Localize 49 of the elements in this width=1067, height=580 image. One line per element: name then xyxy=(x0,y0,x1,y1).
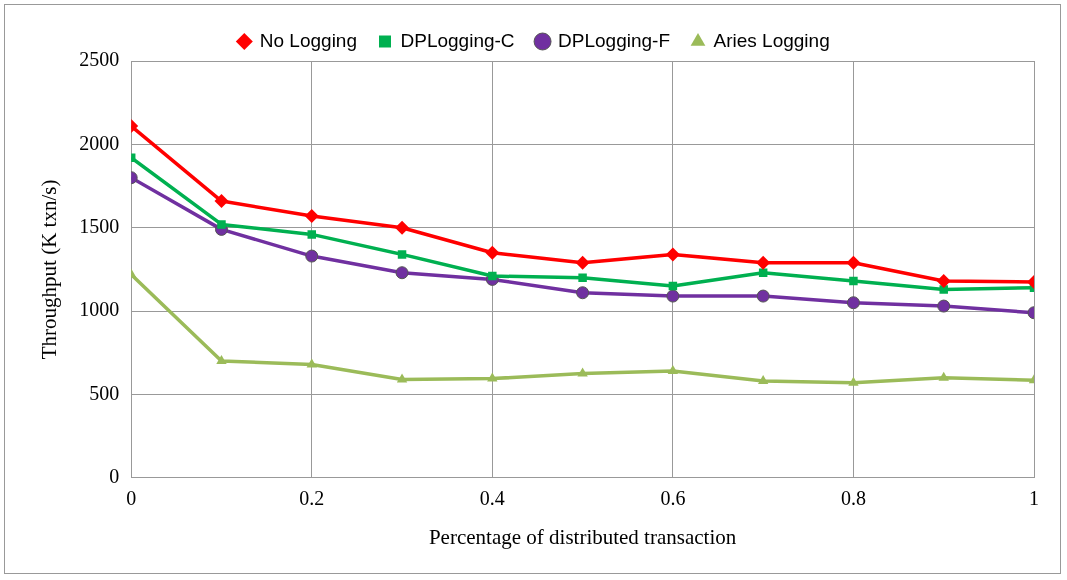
point xyxy=(937,299,951,313)
x-tick-label: 0.6 xyxy=(660,487,686,510)
y-tick-label: 0 xyxy=(109,465,120,488)
point xyxy=(485,245,500,260)
point xyxy=(758,268,768,277)
point xyxy=(938,371,949,381)
point xyxy=(214,194,229,209)
point xyxy=(396,373,408,383)
y-tick-label: 2000 xyxy=(79,131,120,154)
x-tick-label: 0.8 xyxy=(840,487,866,510)
point xyxy=(395,266,409,280)
legend-label: DPLogging-F xyxy=(558,29,671,51)
point xyxy=(216,355,227,365)
point xyxy=(756,289,770,303)
legend-label: No Logging xyxy=(259,29,358,51)
point xyxy=(846,296,860,310)
point xyxy=(757,375,769,385)
x-axis-title: Percentage of distributed transaction xyxy=(428,524,737,549)
point xyxy=(665,247,680,262)
y-tick-label: 2500 xyxy=(79,48,120,71)
legend-label: Aries Logging xyxy=(713,29,830,51)
point xyxy=(846,255,861,270)
point xyxy=(307,230,316,239)
point xyxy=(666,289,680,303)
point xyxy=(575,255,590,270)
point xyxy=(577,367,588,377)
y-tick-label: 500 xyxy=(89,381,120,404)
point xyxy=(397,250,407,259)
point xyxy=(848,376,859,386)
point xyxy=(936,274,951,289)
point xyxy=(578,273,587,282)
y-tick-label: 1000 xyxy=(79,298,120,321)
y-tick-label: 1500 xyxy=(79,214,120,237)
point xyxy=(487,372,498,382)
point xyxy=(217,220,226,229)
legend-label: DPLogging-C xyxy=(400,29,515,51)
x-tick-label: 0.2 xyxy=(299,487,325,510)
point xyxy=(756,255,771,270)
point xyxy=(488,271,497,281)
x-tick-label: 0.4 xyxy=(479,487,505,510)
x-tick-label: 1 xyxy=(1029,487,1039,510)
point xyxy=(304,209,319,224)
point xyxy=(849,276,858,286)
point xyxy=(395,220,410,235)
y-axis-title: Throughput (K txn/s) xyxy=(37,179,62,360)
point xyxy=(576,286,590,300)
x-tick-label: 0 xyxy=(126,487,137,510)
point xyxy=(305,249,319,263)
point xyxy=(667,365,679,375)
